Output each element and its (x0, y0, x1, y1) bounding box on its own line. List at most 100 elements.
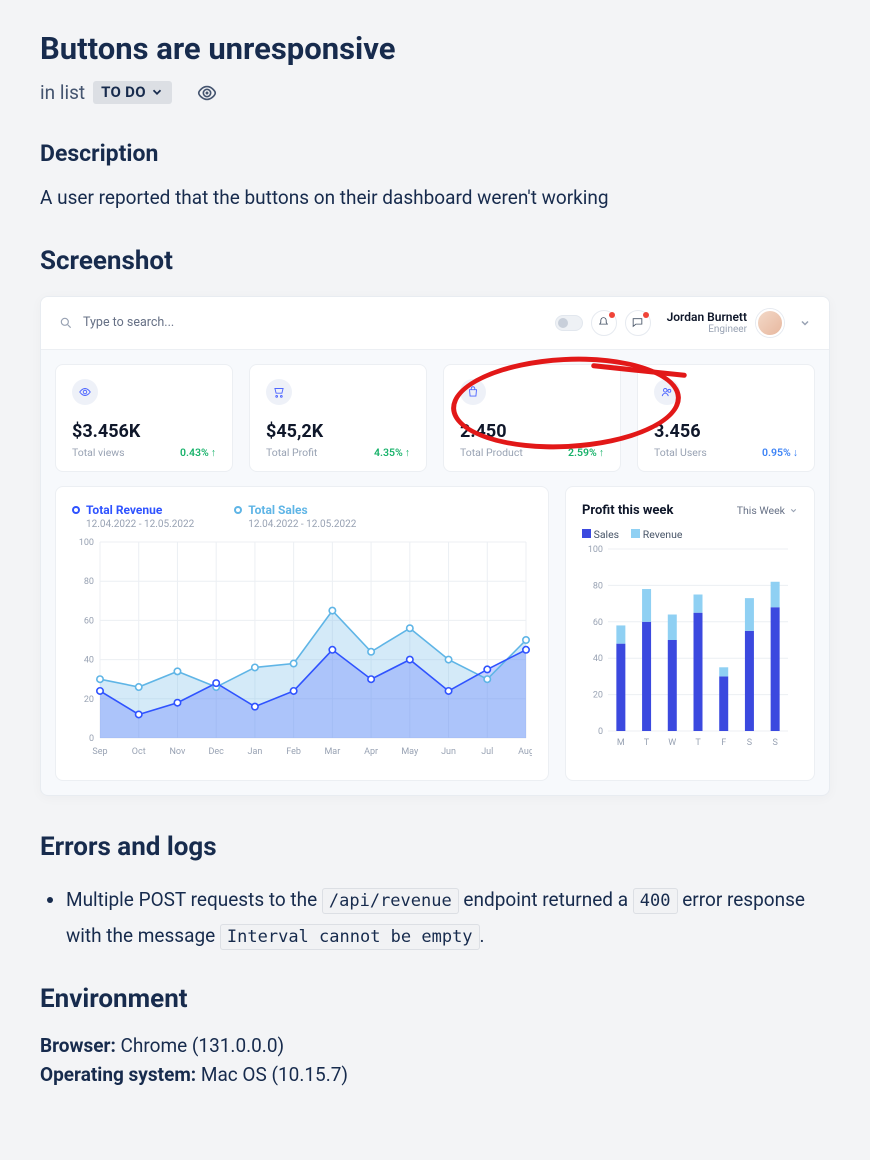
search-input[interactable]: Type to search... (59, 315, 555, 330)
stat-value: $45,2K (266, 421, 410, 442)
notifications-button[interactable] (591, 310, 617, 336)
revenue-legend: Total Revenue 12.04.2022 - 12.05.2022 To… (72, 503, 532, 530)
theme-toggle[interactable] (555, 315, 583, 331)
legend-sales: Total Sales (248, 503, 307, 517)
revenue-chart-panel: Total Revenue 12.04.2022 - 12.05.2022 To… (55, 486, 549, 781)
revenue-area-chart: 0 20 40 60 80 100 Sep Oct Nov Dec Jan Feb Mar Apr May J… (72, 530, 532, 760)
user-role: Engineer (667, 324, 747, 335)
env-os: Operating system: Mac OS (10.15.7) (40, 1063, 830, 1086)
notification-dot (609, 312, 615, 318)
messages-button[interactable] (625, 310, 651, 336)
svg-text:0: 0 (598, 727, 603, 737)
svg-text:F: F (721, 738, 726, 748)
bag-icon (460, 379, 486, 405)
svg-text:Aug: Aug (518, 747, 532, 757)
chat-icon (631, 316, 644, 329)
svg-text:Apr: Apr (364, 747, 378, 757)
profit-chart-panel: Profit this week This Week Sales Revenue… (565, 486, 815, 781)
svg-text:60: 60 (84, 616, 94, 626)
svg-text:M: M (617, 738, 625, 748)
stat-label: Total views (72, 446, 125, 459)
stat-card-views[interactable]: $3.456K Total views 0.43% ↑ (55, 364, 233, 472)
stat-card-product[interactable]: 2.450 Total Product2.59% ↑ (443, 364, 621, 472)
svg-text:Dec: Dec (208, 747, 224, 757)
search-placeholder: Type to search... (83, 315, 174, 330)
stat-label: Total Profit (266, 446, 317, 459)
legend-sales-range: 12.04.2022 - 12.05.2022 (248, 519, 356, 530)
svg-text:S: S (772, 738, 777, 748)
bell-icon (597, 316, 610, 329)
svg-text:S: S (747, 738, 752, 748)
svg-text:May: May (401, 747, 419, 757)
profit-legend: Sales Revenue (582, 528, 798, 541)
code-status: 400 (633, 888, 678, 914)
search-icon (59, 316, 73, 330)
svg-text:100: 100 (79, 538, 94, 548)
svg-text:Jun: Jun (441, 747, 456, 757)
svg-text:T: T (644, 738, 650, 748)
stat-pct: 0.43% ↑ (180, 446, 216, 459)
stat-card-users[interactable]: 3.456 Total Users0.95% ↓ (637, 364, 815, 472)
user-name: Jordan Burnett (667, 310, 747, 324)
svg-text:Jan: Jan (247, 747, 262, 757)
stat-pct: 0.95% ↓ (762, 446, 798, 459)
svg-text:80: 80 (593, 581, 603, 591)
watch-button[interactable] (196, 82, 218, 104)
svg-text:Sep: Sep (92, 747, 107, 757)
screenshot-card: Type to search... Jordan Burnett Enginee… (40, 296, 830, 796)
eye-icon (72, 379, 98, 405)
chevron-down-icon (150, 85, 164, 99)
description-text: A user reported that the buttons on thei… (40, 185, 830, 212)
environment-heading: Environment (40, 984, 830, 1014)
svg-text:20: 20 (593, 690, 603, 700)
meta-prefix: in list (40, 81, 85, 104)
svg-text:20: 20 (84, 694, 94, 704)
svg-text:80: 80 (84, 577, 94, 587)
charts-row: Total Revenue 12.04.2022 - 12.05.2022 To… (41, 472, 829, 795)
profit-range-dropdown[interactable]: This Week (737, 504, 798, 517)
svg-text:Jul: Jul (481, 747, 493, 757)
svg-text:Feb: Feb (286, 747, 301, 757)
issue-title: Buttons are unresponsive (40, 30, 830, 67)
profit-title: Profit this week (582, 503, 673, 518)
errors-list: Multiple POST requests to the /api/reven… (40, 882, 830, 954)
stat-label: Total Product (460, 446, 523, 459)
profit-bar-chart: 0 20 40 60 80 100 M T W T F S S (582, 541, 792, 751)
svg-text:Oct: Oct (132, 747, 146, 757)
notification-dot (643, 312, 649, 318)
svg-text:Nov: Nov (170, 747, 186, 757)
users-icon (654, 379, 680, 405)
code-message: Interval cannot be empty (220, 924, 480, 950)
list-chip[interactable]: TO DO (93, 81, 172, 104)
eye-icon (196, 82, 218, 104)
error-item: Multiple POST requests to the /api/reven… (66, 882, 830, 954)
svg-text:Mar: Mar (324, 747, 340, 757)
code-endpoint: /api/revenue (322, 888, 459, 914)
stat-value: 2.450 (460, 421, 604, 442)
errors-heading: Errors and logs (40, 832, 830, 862)
stat-value: $3.456K (72, 421, 216, 442)
svg-text:W: W (668, 738, 676, 748)
svg-text:0: 0 (89, 734, 94, 744)
stat-card-profit[interactable]: $45,2K Total Profit 4.35% ↑ (249, 364, 427, 472)
dashboard-topbar: Type to search... Jordan Burnett Enginee… (41, 297, 829, 350)
svg-text:40: 40 (84, 655, 94, 665)
stat-cards-row: $3.456K Total views 0.43% ↑ $45,2K Total … (41, 350, 829, 472)
svg-text:40: 40 (593, 654, 603, 664)
chevron-down-icon (799, 317, 811, 329)
stat-pct: 4.35% ↑ (374, 446, 410, 459)
chevron-down-icon (789, 506, 798, 515)
user-menu[interactable]: Jordan Burnett Engineer (667, 309, 811, 337)
screenshot-heading: Screenshot (40, 246, 830, 276)
stat-value: 3.456 (654, 421, 798, 442)
cart-icon (266, 379, 292, 405)
svg-text:100: 100 (588, 545, 603, 555)
list-chip-label: TO DO (101, 83, 146, 101)
description-heading: Description (40, 140, 830, 167)
svg-text:60: 60 (593, 617, 603, 627)
avatar (756, 309, 784, 337)
legend-revenue: Total Revenue (86, 503, 162, 517)
svg-text:T: T (695, 738, 701, 748)
env-browser: Browser: Chrome (131.0.0.0) (40, 1034, 830, 1057)
issue-meta: in list TO DO (40, 81, 830, 104)
